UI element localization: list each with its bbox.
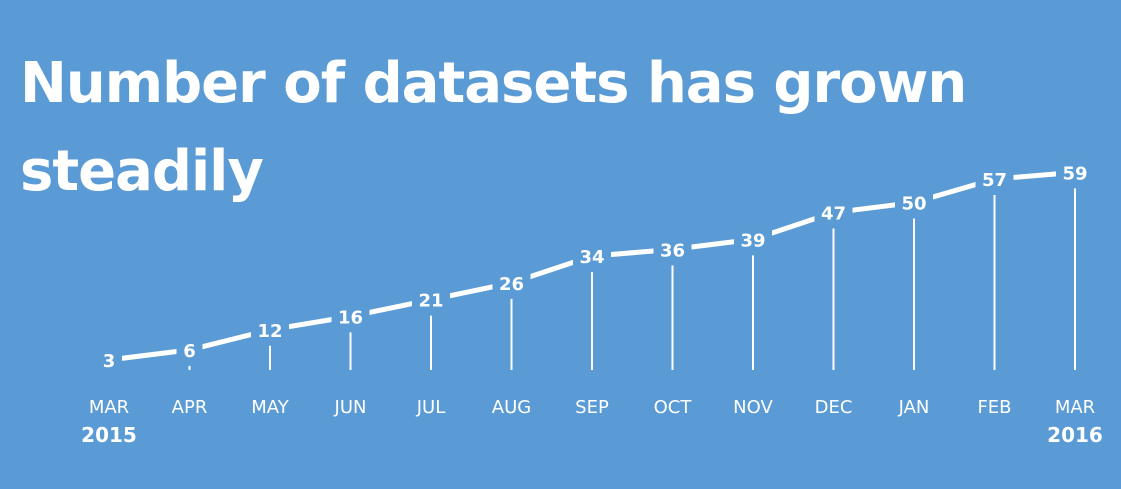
x-tick-label-1: APR xyxy=(172,397,208,418)
data-label-bg-4 xyxy=(412,286,450,313)
data-label-bg-6 xyxy=(573,243,611,270)
data-label-bg-8 xyxy=(734,226,772,253)
data-label-bg-5 xyxy=(492,269,531,296)
x-tick-label-4: JUL xyxy=(416,397,446,418)
data-label-bg-10 xyxy=(895,189,933,216)
data-label-bg-12 xyxy=(1056,159,1094,186)
data-label-bg-2 xyxy=(251,316,289,343)
data-label-8: 39 xyxy=(740,230,765,251)
x-tick-label-12: MAR xyxy=(1055,397,1095,418)
data-label-bg-3 xyxy=(331,303,370,330)
data-label-7: 36 xyxy=(660,240,685,261)
data-label-0: 3 xyxy=(103,351,116,372)
data-label-bg-9 xyxy=(814,199,853,226)
data-label-6: 34 xyxy=(579,247,604,268)
data-label-4: 21 xyxy=(418,291,443,312)
x-tick-label-3: JUN xyxy=(334,397,367,418)
x-tick-label-10: JAN xyxy=(898,397,930,418)
x-tick-label-5: AUG xyxy=(492,397,531,418)
data-label-12: 59 xyxy=(1062,163,1087,184)
data-label-11: 57 xyxy=(982,170,1007,191)
x-tick-label-9: DEC xyxy=(815,397,853,418)
chart-title: Number of datasets has grown steadily xyxy=(20,51,967,204)
x-tick-label-2: MAY xyxy=(251,397,289,418)
x-tick-label-8: NOV xyxy=(733,397,773,418)
year-label-2016: 2016 xyxy=(1047,423,1103,447)
data-label-bg-7 xyxy=(653,236,692,263)
year-label-2015: 2015 xyxy=(81,423,137,447)
x-tick-label-6: SEP xyxy=(575,397,609,418)
x-tick-label-0: MAR xyxy=(89,397,129,418)
x-tick-label-7: OCT xyxy=(654,397,693,418)
data-label-bg-0 xyxy=(96,346,122,373)
data-label-10: 50 xyxy=(901,194,926,215)
data-label-bg-11 xyxy=(975,166,1014,193)
data-label-1: 6 xyxy=(183,341,196,362)
data-label-2: 12 xyxy=(257,321,282,342)
x-tick-label-11: FEB xyxy=(977,397,1011,418)
data-label-9: 47 xyxy=(821,204,846,225)
data-label-3: 16 xyxy=(338,307,363,328)
data-label-5: 26 xyxy=(499,274,524,295)
data-label-bg-1 xyxy=(176,336,203,363)
